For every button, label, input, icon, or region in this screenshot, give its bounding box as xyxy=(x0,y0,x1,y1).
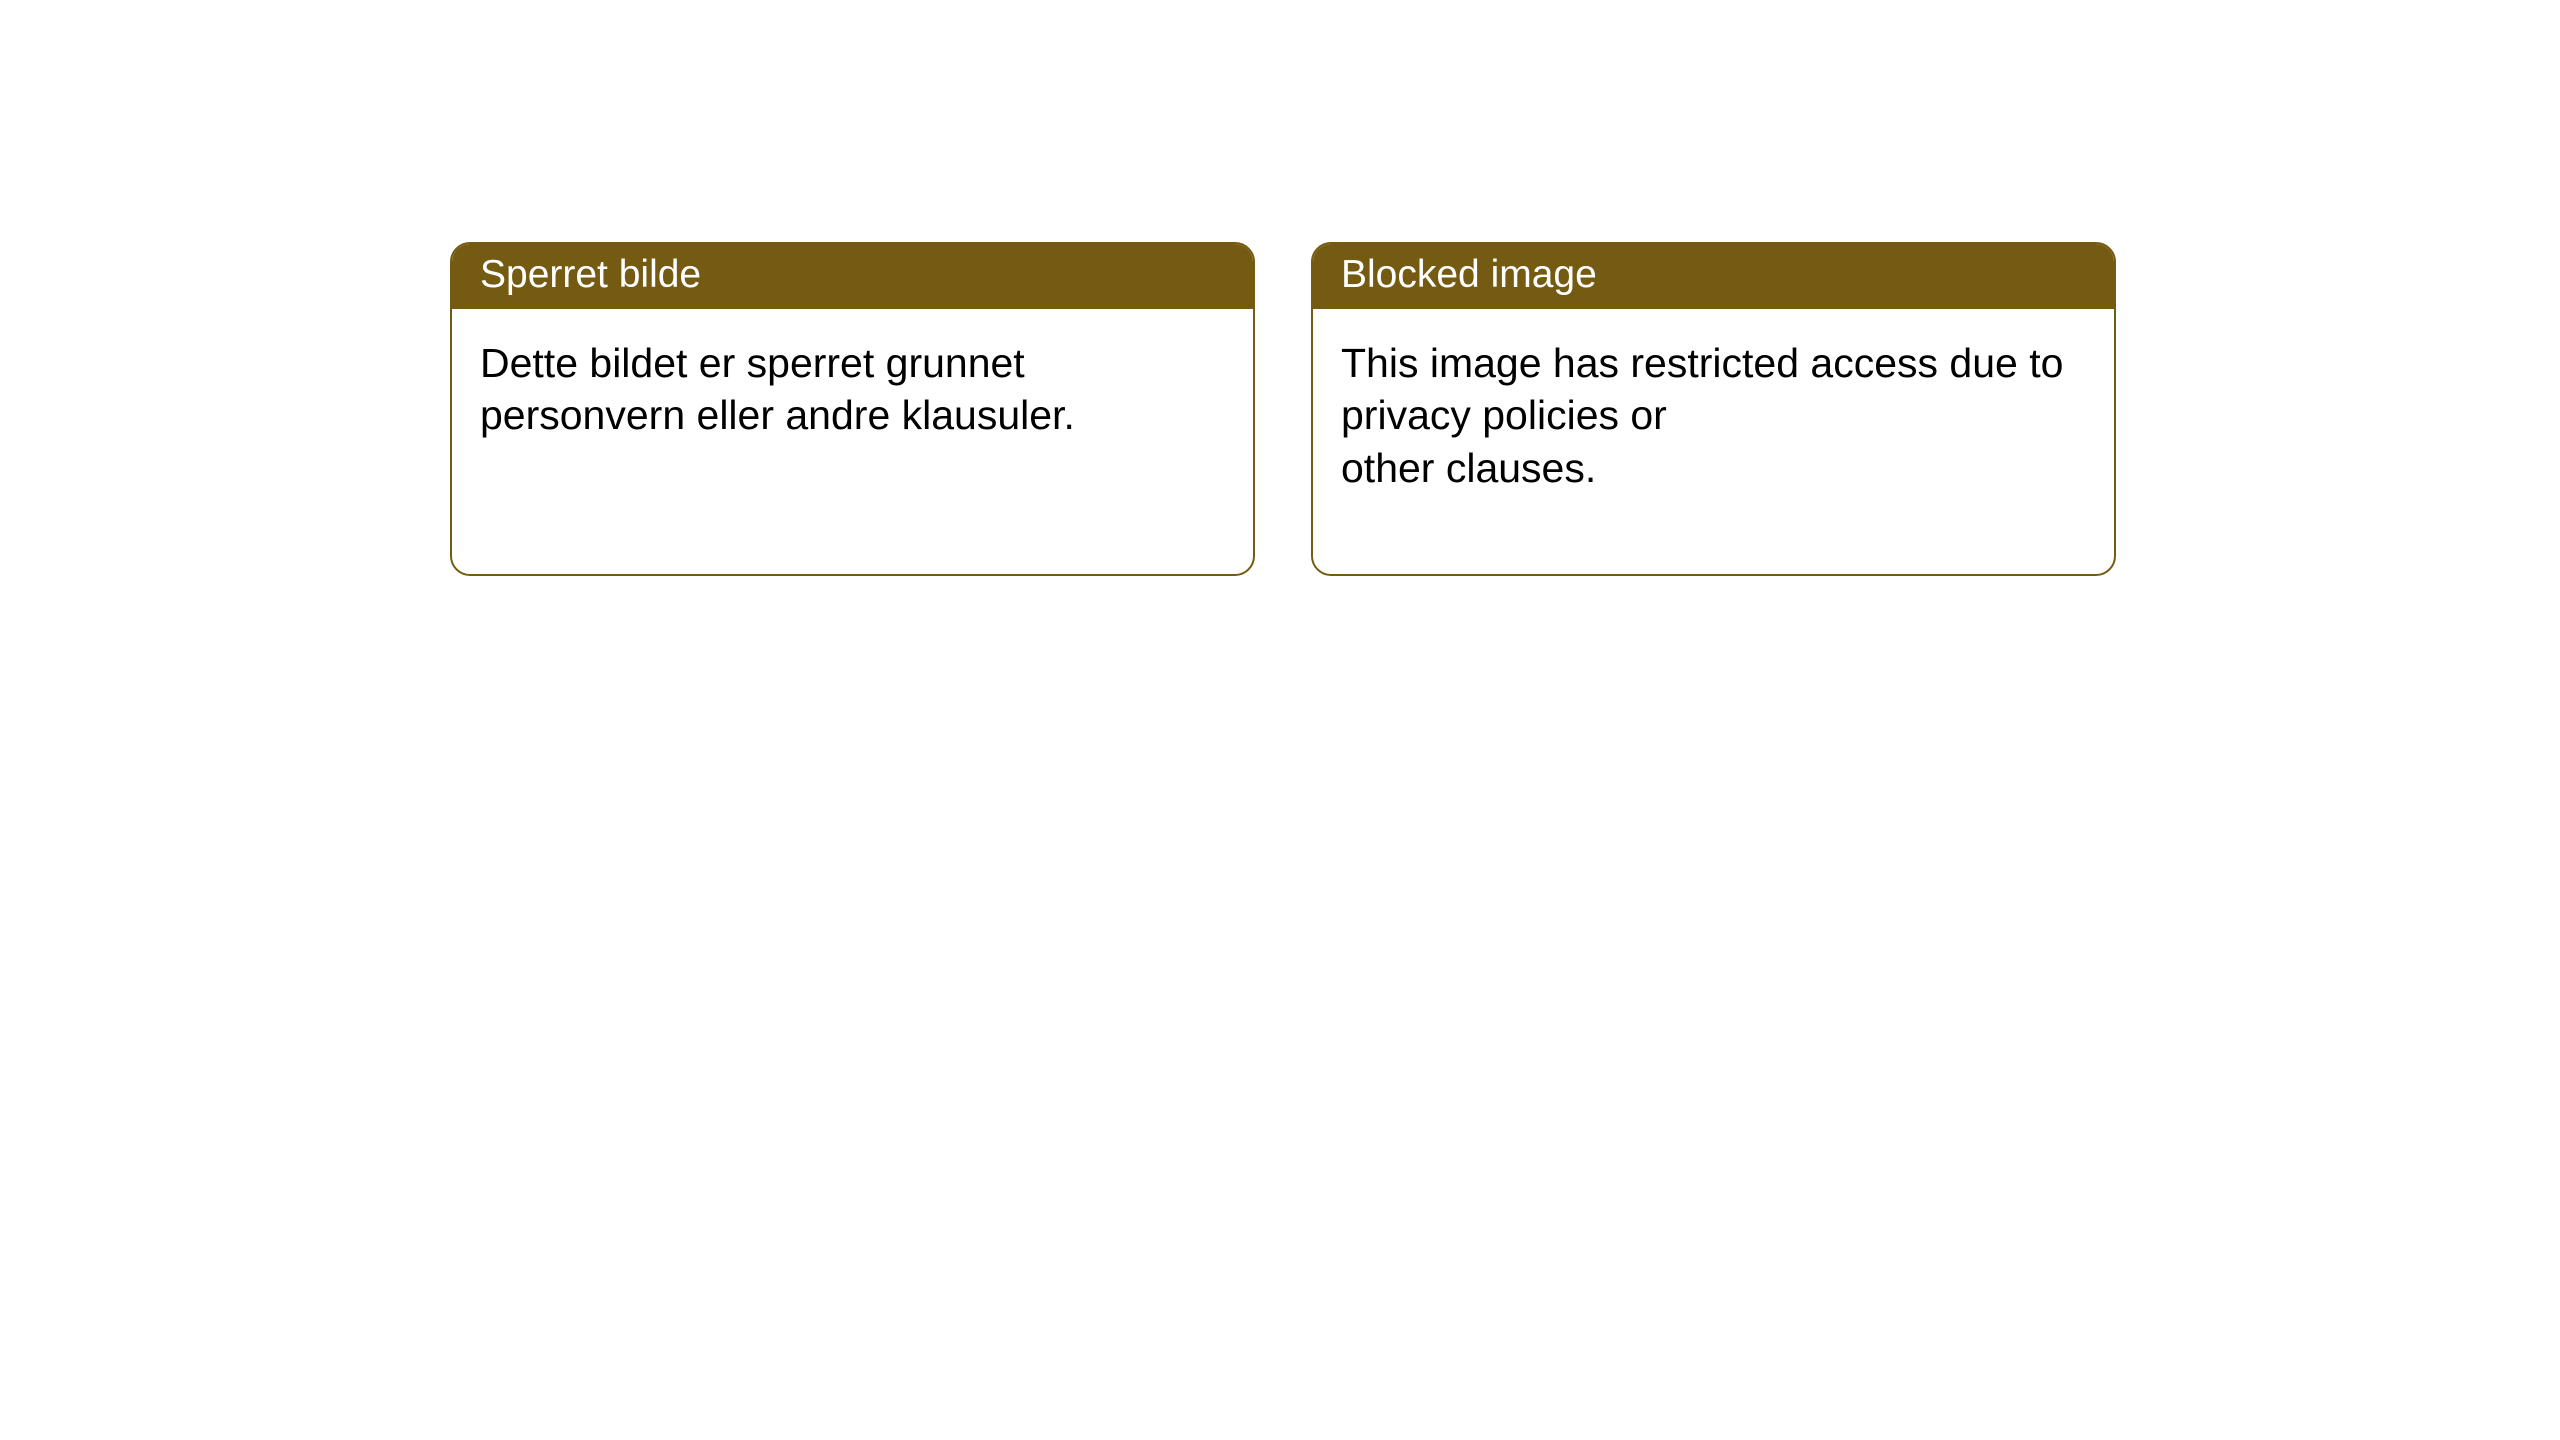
notice-cards-row: Sperret bilde Dette bildet er sperret gr… xyxy=(0,0,2560,576)
notice-card-english: Blocked image This image has restricted … xyxy=(1311,242,2116,576)
notice-card-norwegian: Sperret bilde Dette bildet er sperret gr… xyxy=(450,242,1255,576)
card-header: Sperret bilde xyxy=(452,244,1253,309)
card-header: Blocked image xyxy=(1313,244,2114,309)
card-body: This image has restricted access due to … xyxy=(1313,309,2114,574)
card-body: Dette bildet er sperret grunnet personve… xyxy=(452,309,1253,574)
